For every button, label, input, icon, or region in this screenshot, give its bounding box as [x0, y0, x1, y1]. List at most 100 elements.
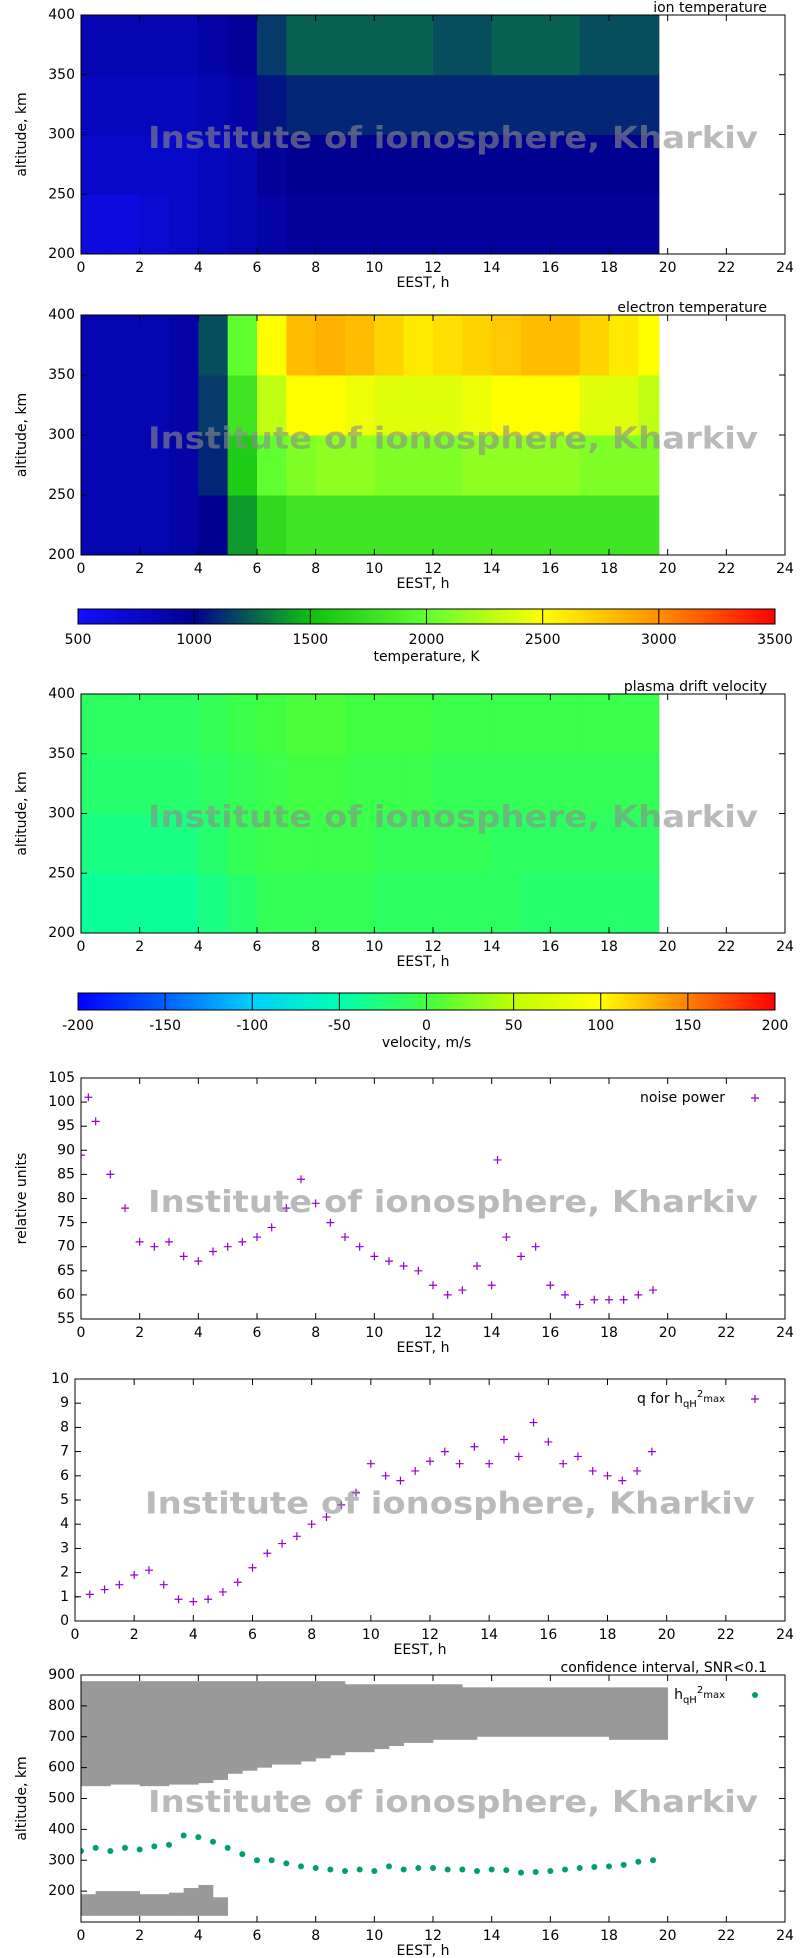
heatmap-cell [550, 435, 581, 496]
heatmap-cell [638, 694, 660, 755]
heatmap-cell [315, 375, 346, 436]
heatmap-cell [315, 495, 346, 555]
x-tick-label: 20 [659, 260, 677, 276]
point [121, 1204, 129, 1213]
confidence-interval [594, 1687, 610, 1737]
x-tick-label: 24 [776, 1627, 794, 1643]
watermark: Institute of ionosphere, Kharkiv [148, 1785, 759, 1820]
x-tick-label: 18 [600, 1325, 618, 1341]
heatmap-cell [638, 375, 660, 436]
confidence-interval [609, 1687, 624, 1740]
heatmap-cell [110, 194, 141, 254]
confidence-interval [565, 1687, 580, 1737]
confidence-interval [183, 1888, 199, 1916]
point [195, 1834, 202, 1841]
heatmap-cell [315, 315, 346, 376]
heatmap-cell [374, 495, 405, 555]
confidence-interval [139, 1681, 155, 1787]
heatmap-cell [198, 813, 229, 874]
heatmap-cell [403, 15, 434, 76]
point [411, 1466, 420, 1475]
x-tick-label: 6 [253, 939, 262, 955]
x-tick-label: 2 [135, 939, 144, 955]
legend-label-part: max [703, 1394, 725, 1405]
heatmap-cell [139, 134, 170, 195]
heatmap-cell [227, 74, 258, 135]
x-tick-label: 8 [311, 1325, 320, 1341]
point [371, 1868, 378, 1875]
y-tick-label: 6 [60, 1468, 69, 1484]
confidence-interval [81, 1681, 96, 1787]
heatmap-cell [198, 315, 229, 376]
x-tick-label: 0 [77, 1928, 86, 1944]
x-tick-label: 12 [424, 260, 442, 276]
heatmap-cell [110, 694, 141, 755]
plot-area [81, 694, 660, 933]
legend-label: hqH2max [674, 1685, 725, 1706]
confidence-interval [169, 1681, 184, 1785]
heatmap-cell [491, 753, 522, 814]
heatmap-cell [491, 495, 522, 555]
legend-label-part: 2 [697, 1389, 703, 1400]
heatmap-cell [638, 194, 660, 254]
heatmap-cell [579, 134, 610, 195]
point [307, 1520, 316, 1529]
heatmap-cell [491, 74, 522, 135]
x-tick-label: 12 [424, 939, 442, 955]
y-tick-label: 350 [48, 367, 75, 383]
heatmap-cell [286, 495, 317, 555]
x-tick-label: 2 [135, 1928, 144, 1944]
point [209, 1247, 217, 1256]
heatmap-cell [345, 753, 375, 814]
heatmap-cell [81, 15, 111, 76]
heatmap-cell [81, 315, 111, 376]
heatmap-cell [374, 694, 405, 755]
x-tick-label: 22 [717, 561, 735, 577]
heatmap-cell [227, 495, 258, 555]
heatmap-cell [315, 134, 346, 195]
heatmap-cell [491, 694, 522, 755]
heatmap-cell [462, 194, 493, 254]
heatmap-cell [433, 375, 463, 436]
point [370, 1252, 379, 1261]
heatmap-cell [286, 753, 317, 814]
x-tick-label: 2 [135, 260, 144, 276]
colorbar-label: velocity, m/s [382, 1035, 471, 1051]
heatmap-cell [257, 134, 287, 195]
point [503, 1867, 510, 1874]
y-tick-label: 900 [48, 1667, 75, 1683]
point [559, 1459, 568, 1468]
heatmap-cell [198, 435, 229, 496]
colorbar-tick-label: 2000 [409, 632, 445, 648]
legend-label-part: qH [683, 1695, 697, 1706]
point [547, 1868, 554, 1875]
heatmap-cell [81, 694, 111, 755]
point [238, 1237, 247, 1246]
y-tick-label: 350 [48, 67, 75, 83]
x-tick-label: 22 [717, 260, 735, 276]
x-tick-label: 14 [483, 939, 501, 955]
x-tick-label: 0 [77, 1325, 86, 1341]
point [298, 1863, 304, 1870]
confidence-interval [550, 1687, 566, 1737]
heatmap-cell [609, 15, 639, 76]
heatmap-cell [345, 694, 375, 755]
colorbar-tick-label: 200 [762, 1018, 789, 1034]
heatmap-cell [345, 495, 375, 555]
heatmap-cell [638, 435, 660, 496]
heatmap-cell [286, 694, 317, 755]
heatmap-cell [550, 873, 581, 933]
heatmap-cell [139, 315, 170, 376]
point [606, 1863, 612, 1870]
heatmap-cell [169, 495, 199, 555]
point [204, 1595, 213, 1604]
point [268, 1857, 275, 1864]
point [619, 1295, 628, 1304]
point [544, 1437, 553, 1446]
y-tick-label: 400 [48, 7, 75, 23]
heatmap-cell [110, 15, 141, 76]
heatmap-cell [638, 813, 660, 874]
confidence-interval [213, 1681, 228, 1780]
legend-marker [751, 1094, 759, 1102]
y-tick-label: 500 [48, 1791, 75, 1807]
